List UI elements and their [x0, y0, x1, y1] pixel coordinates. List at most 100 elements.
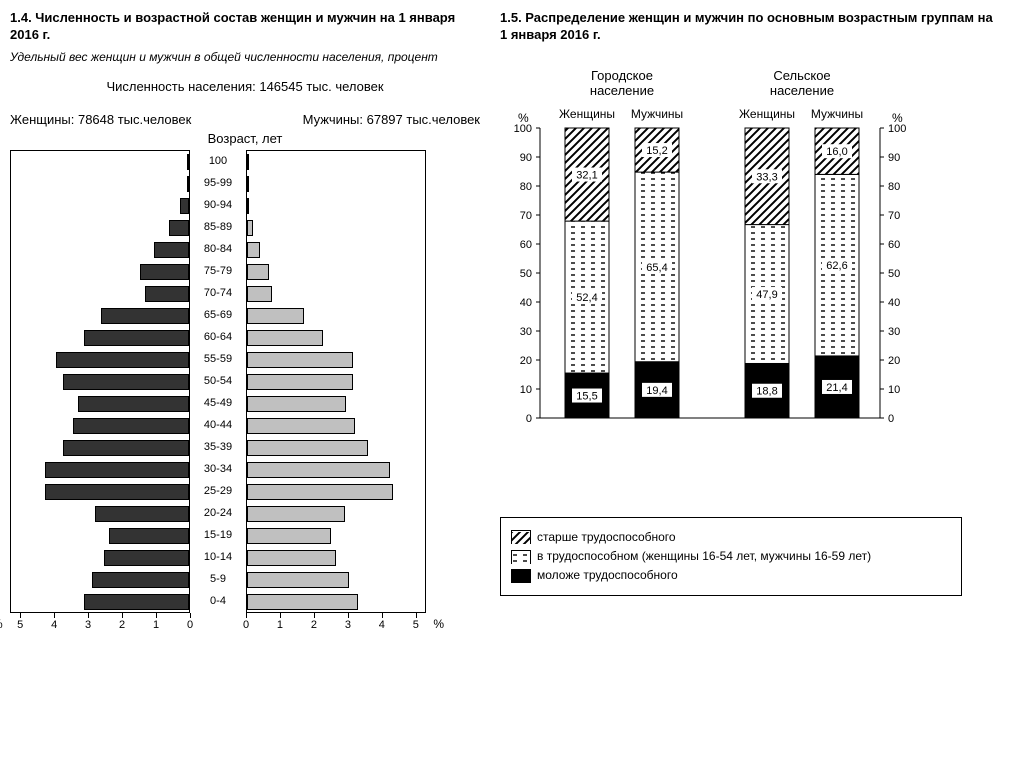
- pyramid-age-bin: 80-84: [194, 238, 242, 260]
- pyramid-men-bar: [247, 506, 345, 522]
- percent-label-left: %: [0, 617, 3, 631]
- legend-working: в трудоспособном (женщины 16-54 лет, муж…: [537, 547, 871, 566]
- pyramid-age-bin: 10-14: [194, 546, 242, 568]
- svg-text:Мужчины: Мужчины: [631, 107, 683, 121]
- pyramid-men-bar: [247, 286, 272, 302]
- segment-value-label: 65,4: [646, 262, 667, 274]
- pyramid-women-bar: [180, 198, 189, 214]
- fig1-4-title: 1.4. Численность и возрастной состав жен…: [10, 10, 480, 44]
- svg-text:0: 0: [888, 413, 894, 425]
- pyramid-women-bar: [84, 330, 189, 346]
- fig1-5-title: 1.5. Распределение женщин и мужчин по ос…: [500, 10, 1000, 44]
- pyramid-men-bar: [247, 440, 368, 456]
- pyramid-men-bar: [247, 154, 249, 170]
- segment-value-label: 62,6: [826, 260, 847, 272]
- segment-value-label: 19,4: [646, 385, 667, 397]
- svg-text:Городское: Городское: [591, 68, 653, 83]
- pyramid-women-bar: [78, 396, 189, 412]
- pyramid-women-bar: [104, 550, 189, 566]
- svg-text:80: 80: [520, 181, 532, 193]
- pyramid-age-bin: 15-19: [194, 524, 242, 546]
- women-count: Женщины: 78648 тыс.человек: [10, 112, 191, 127]
- pyramid-men-bar: [247, 462, 390, 478]
- svg-text:население: население: [770, 83, 834, 98]
- pyramid-age-bin: 40-44: [194, 414, 242, 436]
- segment-value-label: 33,3: [756, 171, 777, 183]
- segment-value-label: 32,1: [576, 169, 597, 181]
- pyramid-men-bar: [247, 594, 358, 610]
- pyramid-women-bar: [95, 506, 189, 522]
- pyramid-women-bar: [109, 528, 189, 544]
- pyramid-age-bin: 95-99: [194, 172, 242, 194]
- pyramid-age-bin: 55-59: [194, 348, 242, 370]
- pyramid-men-bar: [247, 264, 269, 280]
- svg-text:60: 60: [888, 239, 900, 251]
- pyramid-women-bar: [101, 308, 189, 324]
- pyramid-age-bin: 85-89: [194, 216, 242, 238]
- pyramid-age-bin: 70-74: [194, 282, 242, 304]
- pyramid-men-bar: [247, 198, 249, 214]
- svg-text:40: 40: [520, 297, 532, 309]
- fig1-4-total: Численность населения: 146545 тыс. челов…: [10, 79, 480, 94]
- pyramid-women-bar: [45, 462, 189, 478]
- pyramid-age-bin: 90-94: [194, 194, 242, 216]
- pyramid-age-bin: 50-54: [194, 370, 242, 392]
- pyramid-men-bar: [247, 418, 355, 434]
- pyramid-men-bar: [247, 572, 349, 588]
- pyramid-women-bar: [84, 594, 189, 610]
- pyramid-age-bin: 65-69: [194, 304, 242, 326]
- pyramid-men-bar: [247, 374, 353, 390]
- segment-value-label: 52,4: [576, 292, 597, 304]
- pyramid-women-bar: [92, 572, 189, 588]
- svg-text:50: 50: [520, 268, 532, 280]
- svg-text:Женщины: Женщины: [739, 107, 795, 121]
- svg-text:30: 30: [520, 326, 532, 338]
- svg-text:80: 80: [888, 181, 900, 193]
- pyramid-women-side: [10, 150, 190, 612]
- pyramid-age-bin: 45-49: [194, 392, 242, 414]
- pyramid-women-bar: [45, 484, 189, 500]
- svg-text:%: %: [518, 111, 529, 125]
- segment-value-label: 15,5: [576, 390, 597, 402]
- legend-swatch-working: [511, 550, 531, 564]
- svg-text:0: 0: [526, 413, 532, 425]
- pyramid-men-bar: [247, 396, 346, 412]
- pyramid-age-bin: 5-9: [194, 568, 242, 590]
- pyramid-men-bar: [247, 308, 304, 324]
- pyramid-women-bar: [56, 352, 189, 368]
- legend-swatch-older: [511, 530, 531, 544]
- pyramid-men-bar: [247, 484, 393, 500]
- svg-text:90: 90: [520, 152, 532, 164]
- svg-text:%: %: [892, 111, 903, 125]
- pyramid-women-bar: [154, 242, 189, 258]
- pyramid-women-bar: [63, 440, 189, 456]
- pyramid-age-bin: 60-64: [194, 326, 242, 348]
- pyramid-xaxis-right: % 012345: [246, 612, 426, 640]
- svg-text:население: население: [590, 83, 654, 98]
- pyramid-age-bin: 75-79: [194, 260, 242, 282]
- svg-text:Сельское: Сельское: [773, 68, 830, 83]
- svg-text:Мужчины: Мужчины: [811, 107, 863, 121]
- percent-label-right: %: [433, 617, 444, 631]
- pyramid-men-side: [246, 150, 426, 612]
- svg-text:70: 70: [520, 210, 532, 222]
- svg-text:70: 70: [888, 210, 900, 222]
- legend-swatch-younger: [511, 569, 531, 583]
- stacked-chart: ГородскоенаселениеСельскоенаселениеЖенщи…: [500, 68, 940, 488]
- segment-value-label: 15,2: [646, 145, 667, 157]
- legend-older: старше трудоспособного: [537, 528, 676, 547]
- svg-text:20: 20: [520, 355, 532, 367]
- fig1-4-subtitle: Удельный вес женщин и мужчин в общей чис…: [10, 50, 480, 66]
- pyramid-men-bar: [247, 220, 253, 236]
- pyramid-men-bar: [247, 352, 353, 368]
- pyramid-women-bar: [73, 418, 189, 434]
- pyramid-age-bin: 35-39: [194, 436, 242, 458]
- pyramid-age-bin: 25-29: [194, 480, 242, 502]
- age-axis-label: Возраст, лет: [10, 131, 480, 146]
- pyramid-women-bar: [145, 286, 189, 302]
- segment-value-label: 16,0: [826, 146, 847, 158]
- pyramid-women-bar: [63, 374, 189, 390]
- svg-text:10: 10: [888, 384, 900, 396]
- pyramid-women-bar: [187, 176, 189, 192]
- svg-text:40: 40: [888, 297, 900, 309]
